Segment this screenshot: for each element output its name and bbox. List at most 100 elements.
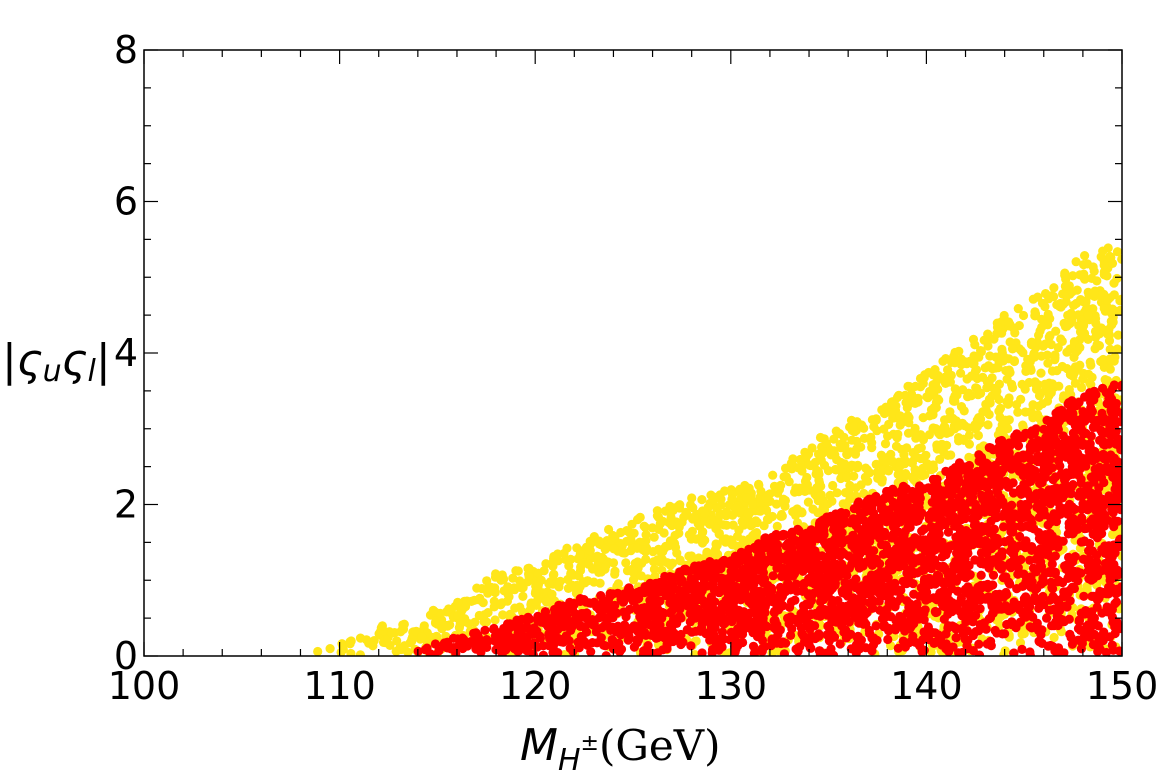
scatter-point	[949, 396, 959, 406]
scatter-point	[1046, 388, 1056, 398]
scatter-point	[655, 519, 665, 529]
scatter-point	[956, 359, 966, 370]
scatter-point	[490, 615, 500, 625]
scatter-point	[1099, 303, 1109, 313]
scatter-point	[1088, 574, 1098, 584]
scatter-point	[998, 573, 1009, 583]
scatter-point	[1042, 613, 1052, 623]
scatter-point	[929, 463, 939, 473]
scatter-point	[975, 481, 985, 491]
scatter-point	[1117, 254, 1122, 264]
scatter-point	[689, 513, 699, 523]
scatter-point	[939, 421, 949, 432]
scatter-point	[489, 623, 499, 634]
scatter-point	[992, 386, 1002, 396]
scatter-point	[1037, 399, 1048, 409]
scatter-point	[994, 561, 1004, 571]
scatter-point	[1098, 635, 1108, 646]
scatter-point	[845, 480, 855, 491]
scatter-point	[883, 466, 894, 476]
scatter-point	[947, 607, 957, 617]
scatter-point	[726, 575, 736, 585]
scatter-point	[767, 635, 777, 645]
scatter-point	[843, 591, 853, 601]
scatter-point	[1004, 317, 1014, 327]
scatter-point	[1027, 623, 1037, 633]
scatter-point	[616, 527, 626, 538]
scatter-point	[1052, 413, 1062, 423]
scatter-point	[770, 624, 780, 634]
scatter-point	[1088, 262, 1098, 272]
scatter-point	[835, 639, 845, 649]
scatter-point	[496, 575, 506, 585]
scatter-point	[714, 529, 724, 539]
scatter-point	[759, 521, 769, 531]
scatter-point	[781, 472, 792, 482]
scatter-point	[444, 604, 454, 614]
scatter-point	[676, 577, 686, 587]
scatter-point	[926, 386, 936, 396]
scatter-point	[1005, 515, 1015, 525]
scatter-point	[929, 405, 939, 415]
scatter-point	[1075, 343, 1085, 353]
scatter-point	[787, 459, 797, 469]
scatter-point	[952, 600, 962, 610]
scatter-point	[570, 608, 580, 619]
scatter-point	[1111, 306, 1121, 316]
scatter-point	[1095, 471, 1105, 481]
scatter-point	[575, 550, 585, 560]
scatter-point	[937, 439, 947, 449]
scatter-point	[1108, 617, 1118, 627]
scatter-point	[641, 530, 651, 540]
scatter-point	[999, 310, 1009, 321]
scatter-point	[895, 461, 905, 471]
scatter-point	[368, 641, 378, 651]
scatter-point	[904, 413, 914, 423]
scatter-point	[576, 609, 587, 619]
scatter-point	[705, 519, 715, 529]
scatter-point	[772, 521, 782, 532]
scatter-point	[883, 431, 893, 441]
scatter-point	[1071, 257, 1081, 267]
scatter-point	[972, 421, 983, 432]
scatter-point	[538, 650, 548, 656]
scatter-point	[992, 322, 1003, 332]
scatter-point	[889, 400, 899, 410]
scatter-point	[608, 558, 619, 568]
scatter-point	[885, 558, 895, 568]
scatter-point	[1116, 294, 1122, 304]
scatter-point	[1091, 565, 1101, 575]
scatter-point	[790, 595, 800, 605]
scatter-point	[983, 329, 993, 339]
scatter-point	[1009, 356, 1020, 366]
scatter-point	[1105, 344, 1115, 354]
scatter-point	[589, 577, 599, 587]
scatter-point	[994, 379, 1005, 389]
scatter-point	[600, 641, 611, 651]
scatter-point	[738, 583, 748, 593]
scatter-point	[430, 618, 441, 628]
scatter-point	[430, 639, 440, 649]
scatter-point	[984, 563, 994, 573]
scatter-point	[529, 638, 539, 648]
scatter-point	[1043, 520, 1053, 530]
scatter-point	[783, 578, 793, 588]
scatter-point	[684, 551, 694, 561]
scatter-point	[849, 421, 859, 431]
scatter-point	[778, 529, 789, 539]
scatter-point	[1109, 290, 1119, 300]
scatter-point	[518, 591, 528, 602]
scatter-point	[600, 544, 610, 555]
scatter-point	[879, 408, 890, 419]
scatter-point	[473, 630, 483, 641]
scatter-point	[435, 608, 445, 618]
scatter-point	[1004, 507, 1014, 517]
scatter-point	[535, 631, 545, 641]
scatter-point	[1067, 502, 1077, 512]
scatter-point	[1036, 630, 1046, 640]
scatter-point	[861, 463, 871, 473]
scatter-point	[1007, 383, 1018, 393]
scatter-point	[576, 562, 586, 572]
scatter-point	[973, 390, 983, 400]
scatter-point	[872, 426, 882, 436]
